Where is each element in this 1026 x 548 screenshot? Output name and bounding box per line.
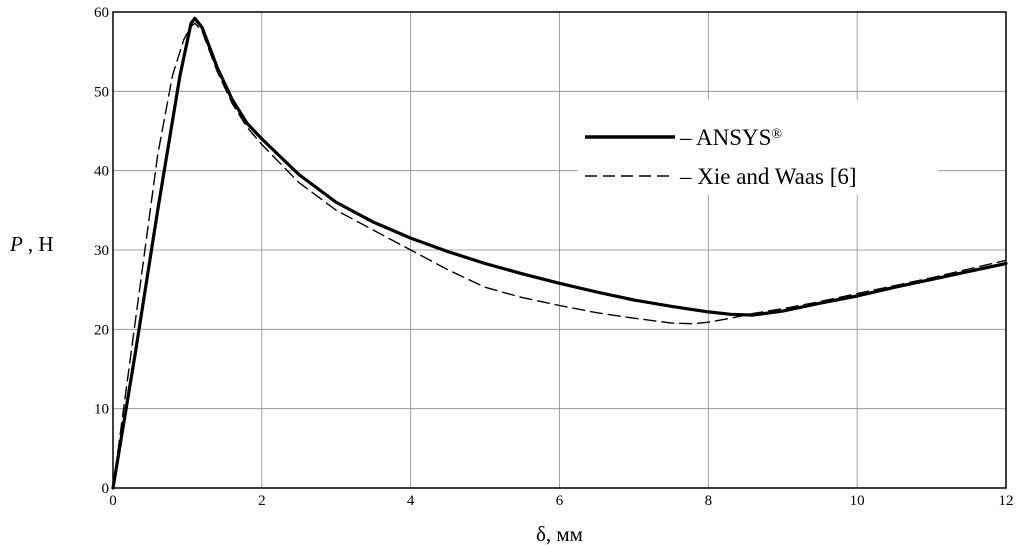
x-axis-label: δ, мм xyxy=(536,522,583,546)
x-tick-label: 10 xyxy=(850,493,865,509)
y-axis-label: P, Н xyxy=(9,232,54,256)
y-tick-label: 60 xyxy=(94,5,109,21)
x-tick-label: 4 xyxy=(407,493,415,509)
x-tick-label: 8 xyxy=(705,493,713,509)
tick-labels: 0 2 4 6 8 10 12 0 10 20 30 40 50 60 xyxy=(94,5,1014,509)
legend: – ANSYS® – Xie and Waas [6] xyxy=(578,100,938,195)
legend-background xyxy=(578,100,938,195)
legend-label-ansys-main: – ANSYS xyxy=(679,125,771,150)
y-tick-label: 40 xyxy=(94,164,109,180)
legend-label-ansys: – ANSYS® xyxy=(679,125,782,150)
legend-label-xie-waas: – Xie and Waas [6] xyxy=(679,164,857,189)
series-line-ansys xyxy=(111,16,1008,490)
y-tick-label: 30 xyxy=(94,243,109,259)
y-axis-unit: , Н xyxy=(28,232,54,256)
y-tick-label: 50 xyxy=(94,84,109,100)
plot-frame xyxy=(112,11,1007,489)
x-tick-label: 6 xyxy=(556,493,564,509)
legend-label-ansys-sup: ® xyxy=(771,127,782,142)
plot-series xyxy=(111,16,1008,490)
y-tick-label: 20 xyxy=(94,322,109,338)
x-tick-label: 0 xyxy=(109,493,117,509)
y-tick-label: 0 xyxy=(102,481,110,497)
series-line-xie-waas xyxy=(112,22,1007,489)
x-tick-label: 2 xyxy=(258,493,266,509)
grid-lines xyxy=(113,12,1006,488)
y-tick-label: 10 xyxy=(94,402,109,418)
y-axis-symbol: P xyxy=(9,232,23,256)
x-tick-label: 12 xyxy=(999,493,1014,509)
